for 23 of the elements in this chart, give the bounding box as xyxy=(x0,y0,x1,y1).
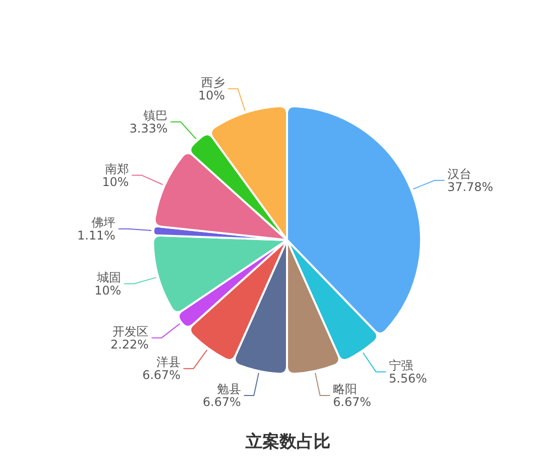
slice-label: 镇巴 xyxy=(142,108,168,122)
slice-label: 城固 xyxy=(96,270,122,284)
data-label: 10% xyxy=(198,88,225,102)
slice-label: 汉台 xyxy=(447,166,472,181)
slice-label: 略阳 xyxy=(333,382,358,396)
slice-label: 宁强 xyxy=(388,358,413,372)
slice-label: 勉县 xyxy=(216,382,241,396)
data-label: 10% xyxy=(94,283,122,298)
slice-label: 西乡 xyxy=(200,75,225,90)
text: 立案数占比 xyxy=(244,431,330,452)
slice-label: 南郑 xyxy=(104,162,129,176)
slice-label: 开发区 xyxy=(112,324,149,338)
data-label: 6.67% xyxy=(202,395,241,410)
data-label: 1.11% xyxy=(77,228,116,242)
data-label: 37.78% xyxy=(447,180,494,194)
data-label: 5.56% xyxy=(388,371,428,386)
slice-label: 洋县 xyxy=(156,355,180,370)
data-label: 6.67% xyxy=(333,395,372,410)
data-label: 10% xyxy=(102,174,129,189)
data-label: 6.67% xyxy=(142,368,180,382)
data-label: 2.22% xyxy=(110,337,149,352)
data-label: 3.33% xyxy=(130,121,168,136)
slice-label: 佛坪 xyxy=(91,215,116,230)
